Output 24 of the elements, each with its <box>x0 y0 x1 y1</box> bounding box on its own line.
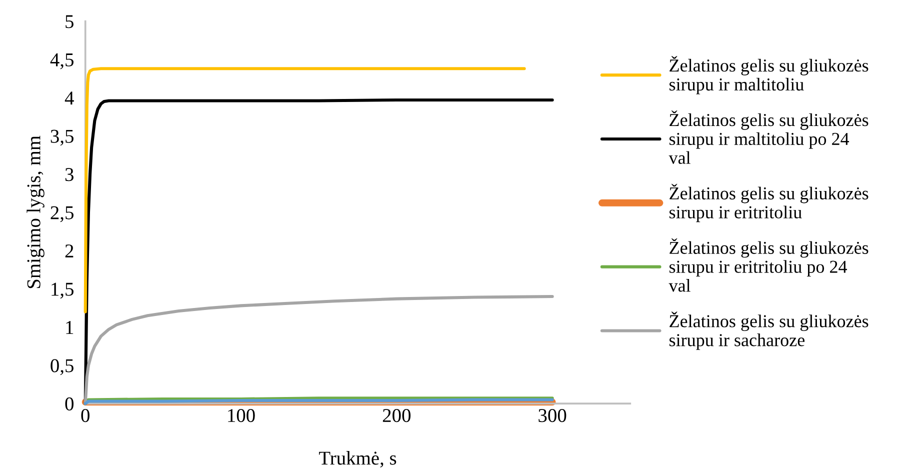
legend-label: Želatinos gelis su gliukozės sirupu ir eritritoliu po 24 val <box>668 238 868 292</box>
y-tick-label: 1,5 <box>52 282 74 299</box>
x-tick-label: 300 <box>538 408 566 422</box>
legend-label: Želatinos gelis su gliukozės sirupu ir sacharoze <box>670 312 868 350</box>
y-tick-label: 0,5 <box>50 359 74 376</box>
y-tick-label: 3,5 <box>50 130 74 146</box>
y-tick-label: 2 <box>65 244 74 258</box>
legend-label: Želatinos gelis su gliukozės sirupu ir maltitoliu <box>670 56 868 94</box>
line-series <box>84 67 526 314</box>
line-series <box>84 294 554 406</box>
y-tick-label: 5 <box>66 15 74 28</box>
x-tick-label: 100 <box>228 408 255 422</box>
y-axis-title: Smigimo lygis, mm <box>26 136 44 288</box>
x-axis-title: Trukmė, s <box>319 451 396 468</box>
y-tick-label: 2,5 <box>50 206 74 222</box>
y-tick-label: 0 <box>65 397 74 410</box>
y-tick-label: 4 <box>64 92 74 104</box>
x-tick-label: 0 <box>81 408 90 422</box>
y-tick-label: 4,5 <box>50 53 74 70</box>
legend-label: Želatinos gelis su gliukozės sirupu ir eritritoliu <box>670 184 868 222</box>
x-tick-label: 200 <box>382 408 411 422</box>
y-tick-label: 1 <box>66 321 74 334</box>
legend-label: Želatinos gelis su gliukozės sirupu ir maltitoliu po 24 val <box>668 110 868 164</box>
y-tick-label: 3 <box>65 168 74 182</box>
